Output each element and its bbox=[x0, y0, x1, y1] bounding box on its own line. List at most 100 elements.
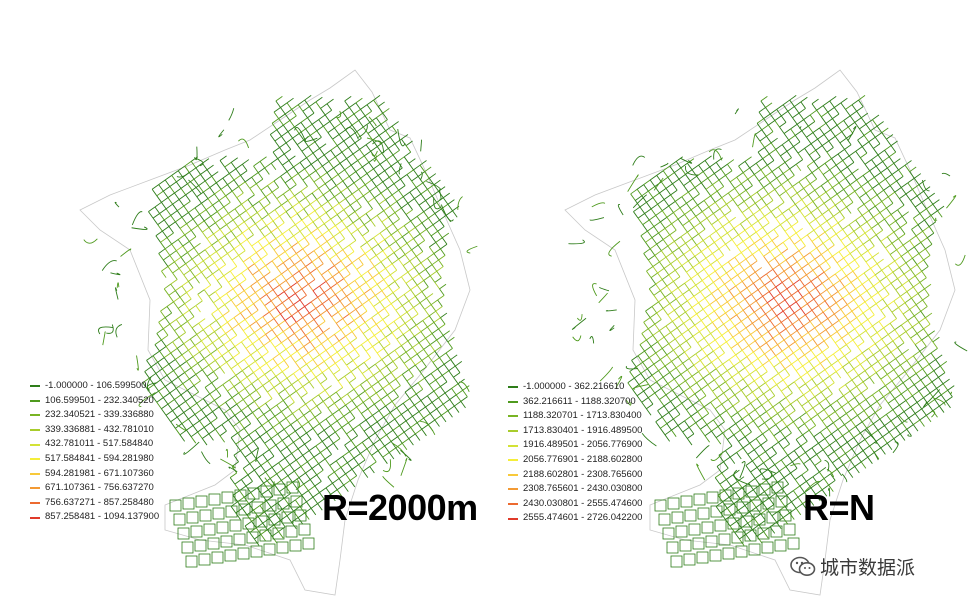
street-segment bbox=[422, 177, 430, 184]
street-segment bbox=[283, 286, 291, 292]
street-segment bbox=[781, 317, 789, 323]
street-segment bbox=[442, 232, 450, 239]
street-segment bbox=[301, 421, 309, 427]
port-block bbox=[251, 501, 264, 514]
street-segment bbox=[322, 332, 329, 340]
street-segment bbox=[326, 103, 333, 111]
street-segment bbox=[168, 359, 176, 365]
street-segment bbox=[304, 95, 312, 101]
street-segment bbox=[655, 416, 663, 423]
street-segment bbox=[659, 188, 667, 194]
street-segment bbox=[423, 275, 431, 281]
street-segment bbox=[285, 275, 293, 281]
street-segment bbox=[650, 208, 657, 216]
street-segment bbox=[823, 404, 831, 411]
street-segment bbox=[184, 372, 190, 380]
street-segment bbox=[306, 221, 314, 227]
legend-swatch bbox=[30, 385, 40, 388]
street-segment bbox=[785, 392, 793, 399]
street-segment bbox=[824, 438, 830, 446]
street-segment bbox=[255, 356, 263, 362]
street-segment bbox=[740, 218, 748, 225]
street-segment bbox=[726, 232, 733, 240]
street-segment bbox=[372, 139, 378, 147]
street-segment bbox=[387, 252, 395, 258]
street-segment bbox=[854, 397, 860, 405]
street-segment bbox=[737, 412, 743, 420]
street-segment bbox=[265, 260, 273, 266]
street-segment bbox=[292, 408, 300, 414]
street-segment bbox=[370, 150, 376, 158]
street-segment bbox=[747, 449, 755, 455]
street-segment bbox=[772, 269, 778, 277]
street-segment bbox=[265, 467, 273, 473]
street-segment bbox=[802, 292, 810, 298]
street-segment bbox=[409, 393, 417, 399]
street-segment bbox=[212, 342, 218, 350]
street-segment bbox=[656, 376, 664, 383]
street-segment bbox=[685, 375, 693, 382]
street-segment bbox=[394, 207, 402, 213]
street-segment bbox=[756, 393, 764, 399]
street-segment bbox=[395, 172, 401, 180]
street-segment bbox=[367, 202, 373, 210]
street-segment bbox=[645, 242, 651, 250]
street-segment bbox=[336, 140, 345, 146]
street-segment bbox=[650, 272, 658, 279]
street-segment bbox=[686, 198, 694, 204]
street-segment bbox=[411, 313, 419, 319]
street-segment bbox=[288, 224, 296, 230]
street-segment bbox=[189, 402, 198, 409]
street-segment bbox=[345, 331, 353, 337]
street-segment bbox=[199, 420, 205, 428]
street-segment bbox=[758, 180, 765, 188]
street-segment bbox=[355, 166, 363, 173]
street-segment bbox=[179, 360, 187, 367]
street-segment bbox=[369, 186, 377, 192]
street-segment bbox=[738, 165, 744, 173]
street-segment bbox=[234, 203, 242, 210]
street-segment bbox=[345, 267, 351, 275]
street-segment bbox=[415, 320, 424, 326]
fringe-road bbox=[115, 287, 119, 300]
map-panel-r2000: -1.000000 - 106.599500 106.599501 - 232.3… bbox=[30, 69, 478, 596]
street-segment bbox=[838, 384, 846, 390]
street-segment bbox=[755, 198, 763, 204]
street-segment bbox=[291, 384, 297, 392]
street-segment bbox=[755, 369, 762, 377]
street-segment bbox=[318, 321, 326, 327]
street-segment bbox=[335, 116, 342, 124]
street-segment bbox=[787, 450, 795, 456]
street-segment bbox=[849, 317, 857, 323]
street-segment bbox=[856, 450, 864, 456]
street-segment bbox=[219, 361, 227, 368]
street-segment bbox=[335, 220, 343, 226]
street-segment bbox=[759, 342, 767, 348]
street-segment bbox=[414, 262, 422, 268]
street-segment bbox=[307, 117, 313, 125]
street-segment bbox=[322, 125, 329, 133]
street-segment bbox=[250, 281, 258, 287]
street-segment bbox=[368, 368, 374, 376]
street-segment bbox=[314, 485, 320, 493]
street-segment bbox=[647, 226, 655, 232]
street-segment bbox=[777, 408, 785, 414]
street-segment bbox=[796, 256, 804, 263]
street-segment bbox=[425, 269, 431, 277]
street-segment bbox=[723, 323, 729, 331]
street-segment bbox=[399, 420, 407, 426]
street-segment bbox=[706, 424, 712, 432]
street-segment bbox=[732, 332, 740, 338]
street-segment bbox=[373, 439, 381, 445]
street-segment bbox=[730, 416, 737, 424]
street-segment bbox=[640, 368, 648, 374]
street-segment bbox=[445, 210, 453, 216]
street-segment bbox=[273, 520, 281, 526]
street-segment bbox=[231, 186, 239, 192]
street-segment bbox=[348, 451, 355, 459]
street-segment bbox=[275, 440, 283, 446]
street-segment bbox=[369, 328, 375, 336]
street-segment bbox=[696, 377, 704, 384]
street-segment bbox=[304, 163, 312, 170]
street-segment bbox=[269, 375, 277, 382]
